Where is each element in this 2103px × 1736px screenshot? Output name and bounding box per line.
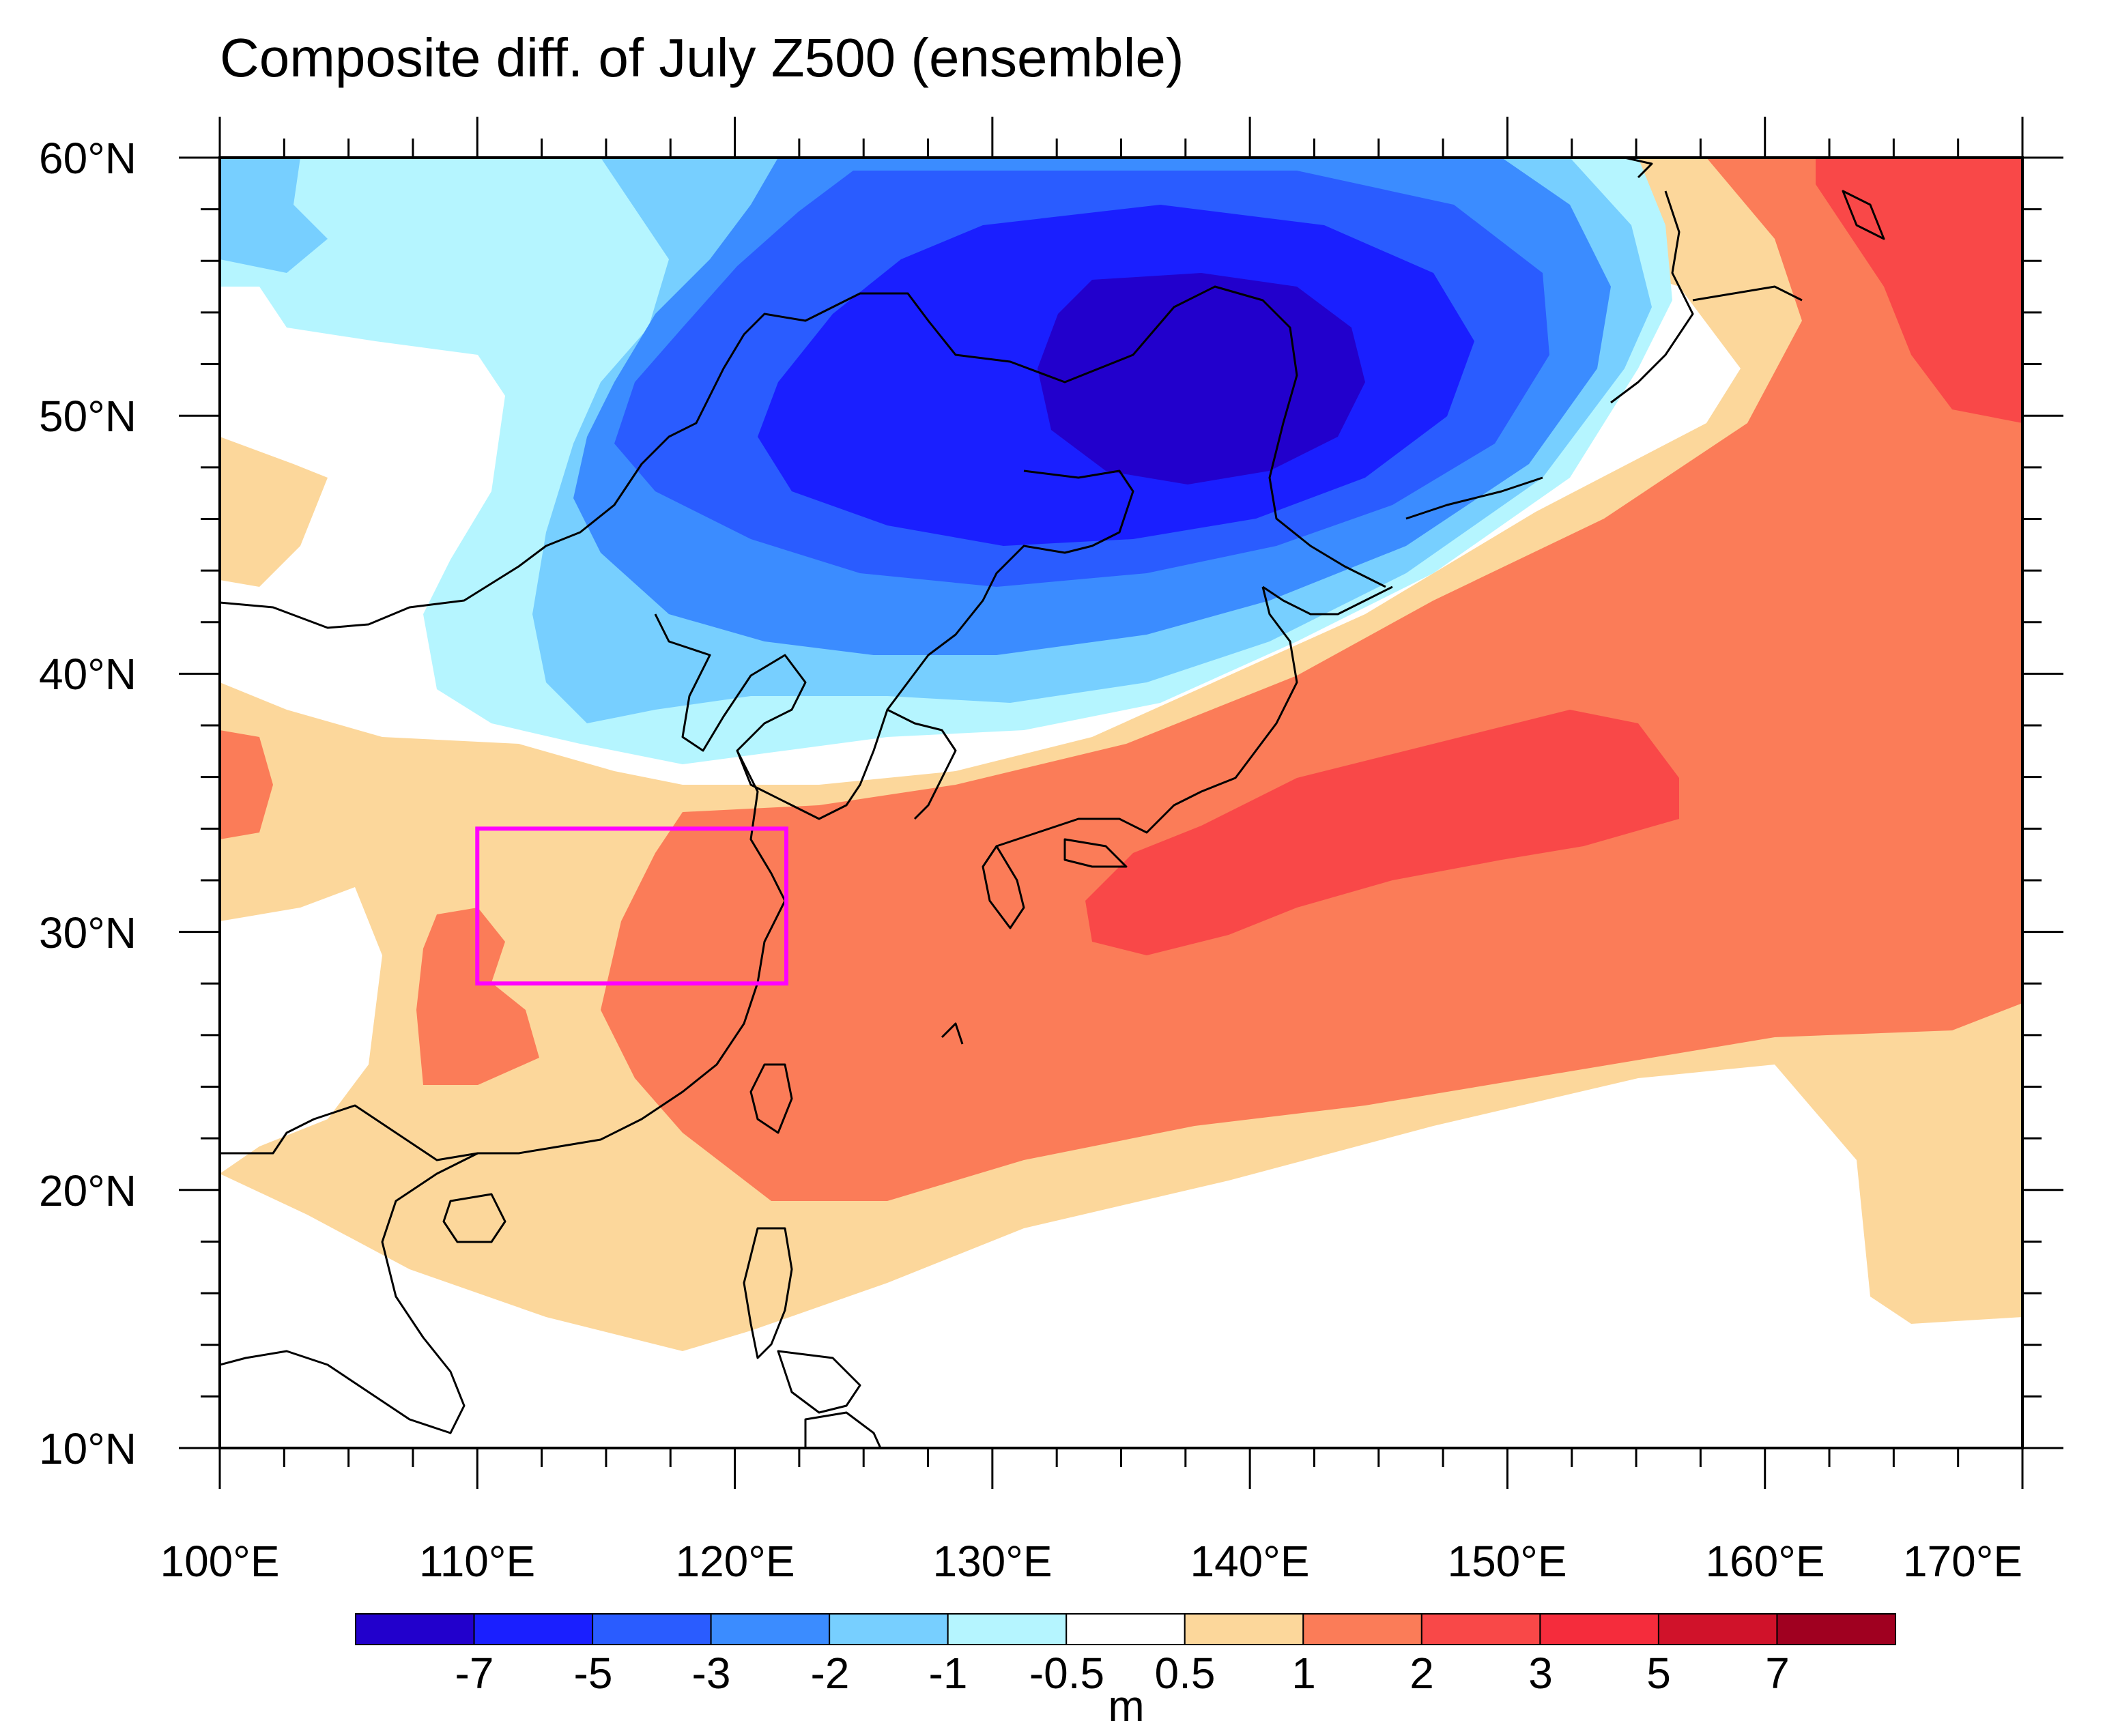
colorbar-label: -0.5 [1029,1649,1104,1698]
x-tick-label: 150°E [1447,1537,1566,1586]
colorbar-label: -7 [455,1649,494,1698]
x-axis-labels: 100°E 110°E 120°E 130°E 140°E 150°E 160°… [160,1537,2022,1586]
y-axis-labels: 60°N 50°N 40°N 30°N 20°N 10°N [39,134,137,1473]
x-tick-label: 170°E [1903,1537,2022,1586]
colorbar-swatch [1776,1613,1896,1645]
x-tick-label: 100°E [160,1537,279,1586]
contour-level-0.5-west [220,437,328,587]
axis-ticks [179,117,2063,1489]
colorbar-swatch [829,1613,949,1645]
contour-level-2-northeast [1816,158,2022,423]
contour-level-1-west [220,730,273,839]
colorbar-swatch [1420,1613,1541,1645]
colorbar-label: 1 [1291,1649,1316,1698]
coastlines [220,158,1885,1448]
contour-level-1-inner-west [416,908,539,1085]
colorbar-label: 0.5 [1155,1649,1216,1698]
contour-field [220,158,2022,1448]
y-tick-label: 50°N [39,392,137,441]
colorbar-swatch [473,1613,594,1645]
colorbar-swatch [1184,1613,1304,1645]
contour-level-neg7 [1038,273,1365,484]
map-title: Composite diff. of July Z500 (ensemble) [220,27,1184,88]
contour-level-1 [601,158,2022,1201]
colorbar-label: 2 [1410,1649,1434,1698]
colorbar-swatch [1539,1613,1659,1645]
colorbar-swatch [1065,1613,1186,1645]
colorbar-labels: -7 -5 -3 -2 -1 -0.5 0.5 1 2 3 5 7 m [455,1649,1790,1731]
x-tick-label: 110°E [419,1537,535,1586]
x-tick-label: 120°E [675,1537,795,1586]
colorbar-swatch [355,1613,475,1645]
colorbar-swatch [710,1613,831,1645]
colorbar-swatch [1302,1613,1422,1645]
x-tick-label: 160°E [1705,1537,1825,1586]
y-tick-label: 30°N [39,908,137,957]
colorbar-swatch [1657,1613,1778,1645]
y-tick-label: 40°N [39,650,137,699]
colorbar-swatch [592,1613,712,1645]
colorbar-label: 3 [1528,1649,1553,1698]
contour-level-neg1 [220,158,328,273]
colorbar-label: -5 [574,1649,613,1698]
colorbar-label: -2 [811,1649,850,1698]
colorbar [355,1613,1896,1645]
y-tick-label: 10°N [39,1424,137,1473]
colorbar-swatch [947,1613,1068,1645]
x-tick-label: 140°E [1190,1537,1309,1586]
colorbar-label: -3 [692,1649,731,1698]
colorbar-label: -1 [929,1649,968,1698]
colorbar-label: 7 [1765,1649,1790,1698]
colorbar-unit: m [1108,1681,1144,1731]
x-tick-label: 130°E [932,1537,1052,1586]
y-tick-label: 20°N [39,1166,137,1215]
contour-level-2 [1085,710,1679,955]
colorbar-label: 5 [1646,1649,1671,1698]
highlight-box [475,826,789,986]
white-gap-southwest [220,887,382,1174]
y-tick-label: 60°N [39,134,137,183]
